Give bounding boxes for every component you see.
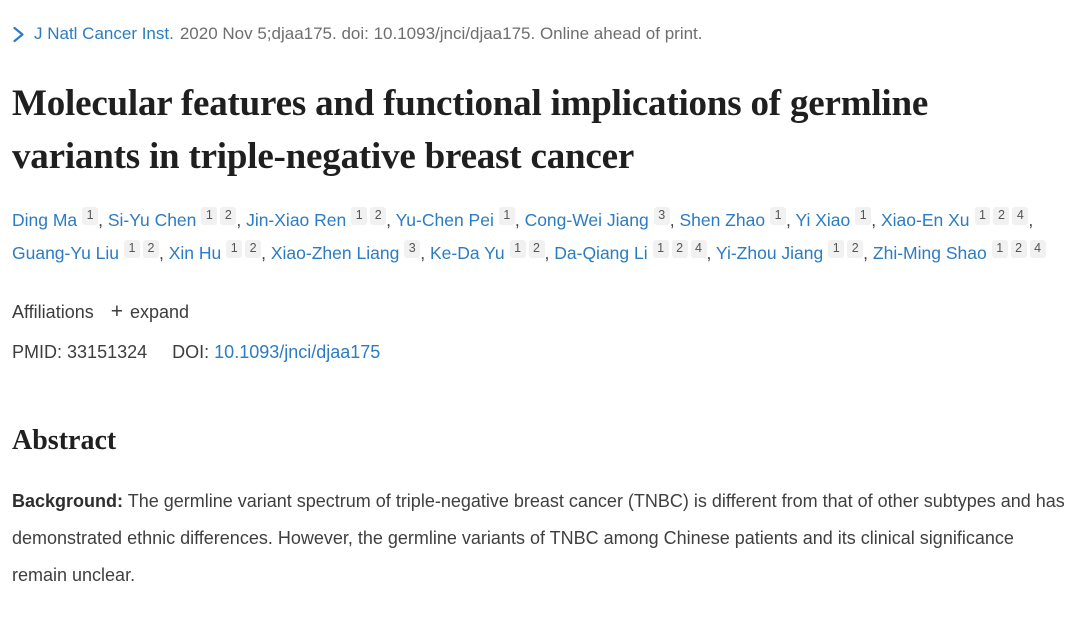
author-separator: , (386, 210, 392, 230)
doi-link[interactable]: 10.1093/jnci/djaa175 (214, 342, 381, 362)
author: Yi-Zhou Jiang 1 2, (715, 240, 869, 263)
author-separator: , (158, 243, 164, 263)
affiliation-number-badge[interactable]: 1 (201, 207, 218, 225)
author-separator: , (261, 243, 266, 263)
author-separator: , (98, 210, 103, 230)
author-link[interactable]: Guang-Yu Liu (12, 243, 120, 263)
affiliations-label: Affiliations (12, 302, 94, 322)
author-link[interactable]: Yi Xiao (795, 210, 851, 230)
citation-details: 2020 Nov 5;djaa175. doi: 10.1093/jnci/dj… (179, 24, 703, 43)
author: Ding Ma 1, (12, 207, 103, 230)
pmid-label: PMID: (12, 342, 63, 362)
author-separator: , (669, 210, 675, 230)
affiliation-number-badge[interactable]: 4 (1029, 240, 1046, 258)
chevron-right-icon[interactable] (12, 26, 25, 43)
affiliation-number-badge[interactable]: 1 (991, 240, 1008, 258)
background-label: Background: (12, 491, 124, 511)
expand-affiliations-button[interactable]: + expand (110, 300, 190, 323)
abstract-heading: Abstract (12, 425, 117, 456)
author-link[interactable]: Yi-Zhou Jiang (715, 243, 824, 263)
author: Guang-Yu Liu 1 2, (12, 240, 164, 263)
expand-label: expand (129, 301, 190, 322)
author: Xin Hu 1 2, (168, 240, 266, 263)
author: Si-Yu Chen 1 2, (107, 207, 242, 230)
author-link[interactable]: Yu-Chen Pei (395, 210, 494, 230)
affiliation-number-badge[interactable]: 4 (1012, 207, 1029, 225)
author: Xiao-En Xu 1 2 4, (880, 207, 1034, 230)
author: Zhi-Ming Shao 1 2 4 (872, 240, 1046, 263)
author-link[interactable]: Ke-Da Yu (430, 243, 505, 263)
affiliation-number-badge[interactable]: 1 (855, 207, 872, 225)
author: Cong-Wei Jiang 3, (524, 207, 675, 230)
affiliation-number-badge[interactable]: 4 (690, 240, 707, 258)
author: Yi Xiao 1, (795, 207, 877, 230)
author-separator: , (544, 243, 550, 263)
author: Shen Zhao 1, (679, 207, 791, 230)
article-page: J Natl Cancer Inst. 2020 Nov 5;djaa175. … (12, 22, 1066, 594)
author-separator: , (871, 210, 877, 230)
affiliation-number-badge[interactable]: 1 (498, 207, 515, 225)
author-separator: , (1028, 210, 1034, 230)
affiliation-number-badge[interactable]: 1 (226, 240, 243, 258)
author: Xiao-Zhen Liang 3, (270, 240, 426, 263)
author-link[interactable]: Si-Yu Chen (107, 210, 197, 230)
affiliation-number-badge[interactable]: 2 (245, 240, 262, 258)
author-separator: , (514, 210, 520, 230)
author-link[interactable]: Xiao-Zhen Liang (270, 243, 400, 263)
article-title: Molecular features and functional implic… (12, 83, 929, 177)
doi-label: DOI: (172, 342, 210, 362)
affiliation-number-badge[interactable]: 2 (370, 207, 387, 225)
affiliation-number-badge[interactable]: 1 (652, 240, 669, 258)
affiliation-number-badge[interactable]: 2 (847, 240, 864, 258)
affiliation-number-badge[interactable]: 2 (1010, 240, 1027, 258)
affiliations-row: Affiliations + expand (12, 298, 1066, 326)
author: Jin-Xiao Ren 1 2, (246, 207, 392, 230)
author: Ke-Da Yu 1 2, (430, 240, 550, 263)
affiliation-number-badge[interactable]: 1 (82, 207, 99, 225)
affiliation-number-badge[interactable]: 1 (124, 240, 140, 258)
author-separator: , (236, 210, 242, 230)
author-separator: , (706, 243, 712, 263)
doi-group: DOI: 10.1093/jnci/djaa175 (172, 342, 380, 362)
affiliation-number-badge[interactable]: 1 (770, 207, 787, 225)
identifiers-row: PMID: 33151324 DOI: 10.1093/jnci/djaa175 (12, 338, 1066, 366)
affiliation-number-badge[interactable]: 2 (993, 207, 1010, 225)
author-link[interactable]: Xin Hu (168, 243, 222, 263)
author-link[interactable]: Shen Zhao (679, 210, 766, 230)
author-link[interactable]: Zhi-Ming Shao (872, 243, 987, 263)
affiliation-number-badge[interactable]: 3 (404, 240, 421, 258)
pmid-value: 33151324 (67, 342, 148, 362)
author-link[interactable]: Da-Qiang Li (554, 243, 648, 263)
author-separator: , (420, 243, 426, 263)
abstract-background-paragraph: Background: The germline variant spectru… (12, 483, 1066, 594)
author-separator: , (786, 210, 791, 230)
affiliation-number-badge[interactable]: 1 (509, 240, 526, 258)
plus-icon: + (110, 300, 123, 323)
background-text: The germline variant spectrum of triple-… (12, 491, 1065, 585)
author-link[interactable]: Ding Ma (12, 210, 78, 230)
author: Yu-Chen Pei 1, (395, 207, 520, 230)
author-link[interactable]: Jin-Xiao Ren (246, 210, 347, 230)
affiliation-number-badge[interactable]: 2 (220, 207, 237, 225)
affiliation-number-badge[interactable]: 2 (671, 240, 688, 258)
affiliation-number-badge[interactable]: 1 (974, 207, 991, 225)
author: Da-Qiang Li 1 2 4, (554, 240, 712, 263)
affiliation-number-badge[interactable]: 1 (351, 207, 368, 225)
citation-breadcrumb: J Natl Cancer Inst. 2020 Nov 5;djaa175. … (12, 22, 1066, 46)
author-link[interactable]: Cong-Wei Jiang (524, 210, 649, 230)
journal-link[interactable]: J Natl Cancer Inst. (34, 24, 174, 43)
author-separator: , (863, 243, 869, 263)
affiliation-number-badge[interactable]: 2 (142, 240, 159, 258)
affiliation-number-badge[interactable]: 1 (828, 240, 845, 258)
author-link[interactable]: Xiao-En Xu (880, 210, 970, 230)
affiliation-number-badge[interactable]: 3 (653, 207, 670, 225)
author-list: Ding Ma 1, Si-Yu Chen 1 2, Jin-Xiao Ren 1 2, … (12, 204, 1052, 270)
affiliation-number-badge[interactable]: 2 (528, 240, 545, 258)
